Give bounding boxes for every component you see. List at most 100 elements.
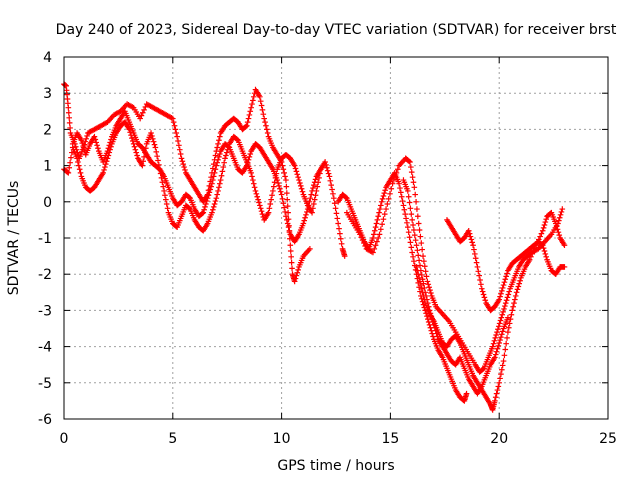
- series-0: [61, 81, 313, 285]
- data-point: [81, 146, 87, 152]
- data-point: [296, 177, 302, 183]
- data-point: [310, 205, 316, 212]
- data-point: [381, 211, 388, 217]
- data-point: [400, 202, 407, 209]
- data-point: [376, 209, 382, 216]
- data-point: [331, 195, 337, 201]
- data-point: [379, 221, 385, 228]
- data-point: [186, 205, 193, 212]
- data-point: [159, 179, 166, 186]
- data-point: [428, 290, 434, 296]
- data-point: [176, 146, 183, 153]
- data-point: [426, 284, 432, 291]
- data-point: [307, 195, 314, 201]
- data-point: [336, 225, 342, 232]
- data-point: [293, 272, 300, 279]
- data-point: [480, 291, 487, 298]
- data-point: [322, 159, 328, 165]
- data-point: [134, 152, 140, 159]
- data-point: [287, 242, 294, 249]
- data-point: [538, 230, 545, 237]
- data-point: [418, 267, 424, 274]
- data-point: [106, 142, 113, 149]
- data-point: [164, 205, 171, 212]
- data-point: [371, 227, 378, 234]
- data-point: [509, 307, 516, 314]
- data-point: [499, 288, 505, 294]
- data-point: [491, 338, 498, 344]
- data-point: [378, 226, 384, 233]
- data-point: [498, 314, 505, 321]
- data-point: [247, 151, 254, 157]
- data-point: [409, 249, 415, 256]
- data-point: [374, 217, 381, 223]
- data-point: [186, 194, 193, 201]
- data-point: [219, 168, 226, 175]
- data-point: [303, 212, 309, 218]
- data-point: [311, 179, 318, 186]
- data-point: [415, 271, 422, 277]
- data-point: [95, 145, 101, 152]
- data-point: [433, 330, 440, 337]
- data-point: [173, 130, 180, 136]
- data-point: [206, 189, 213, 196]
- data-point: [214, 159, 220, 166]
- data-point: [225, 143, 232, 150]
- data-point: [424, 296, 430, 303]
- data-point: [281, 170, 288, 176]
- data-point: [540, 225, 547, 231]
- data-point: [243, 122, 250, 129]
- y-tick-label: -5: [38, 376, 52, 392]
- data-point: [499, 366, 505, 373]
- data-point: [295, 267, 301, 273]
- data-point: [495, 323, 502, 330]
- data-point: [139, 109, 146, 116]
- data-point: [479, 288, 486, 295]
- data-point: [298, 185, 305, 192]
- data-point: [425, 303, 432, 310]
- chart-title: Day 240 of 2023, Sidereal Day-to-day VTE…: [56, 22, 617, 38]
- data-point: [161, 188, 167, 194]
- data-point: [292, 165, 299, 172]
- data-point: [209, 209, 215, 216]
- data-point: [307, 246, 313, 252]
- data-point: [556, 214, 563, 221]
- data-point: [405, 193, 412, 200]
- data-point: [279, 162, 286, 169]
- data-point: [304, 209, 310, 215]
- data-point: [499, 328, 506, 335]
- data-point: [258, 102, 265, 109]
- data-point: [283, 213, 289, 220]
- data-point: [472, 251, 478, 257]
- data-point: [378, 199, 385, 205]
- data-point: [405, 229, 412, 236]
- data-point: [247, 108, 254, 115]
- data-point: [561, 264, 568, 270]
- data-point: [418, 240, 425, 246]
- data-point: [490, 340, 497, 347]
- data-point: [374, 238, 380, 245]
- data-point: [387, 191, 393, 197]
- data-point: [215, 141, 221, 147]
- data-point: [473, 259, 480, 266]
- data-point: [245, 115, 252, 122]
- data-point: [417, 233, 424, 240]
- data-point: [472, 255, 479, 262]
- data-point: [126, 126, 133, 133]
- data-point: [506, 320, 513, 327]
- data-point: [131, 143, 138, 150]
- data-point: [65, 104, 72, 111]
- data-point: [174, 133, 180, 140]
- data-point: [149, 136, 156, 142]
- data-point: [199, 210, 206, 217]
- data-point: [501, 352, 508, 359]
- data-point: [427, 287, 433, 293]
- data-point: [263, 122, 269, 129]
- data-point: [408, 164, 414, 170]
- data-point: [427, 310, 434, 317]
- y-tick-label: -3: [38, 303, 52, 319]
- data-point: [265, 209, 272, 216]
- data-point: [332, 205, 339, 212]
- data-point: [543, 216, 550, 222]
- data-point: [466, 230, 473, 237]
